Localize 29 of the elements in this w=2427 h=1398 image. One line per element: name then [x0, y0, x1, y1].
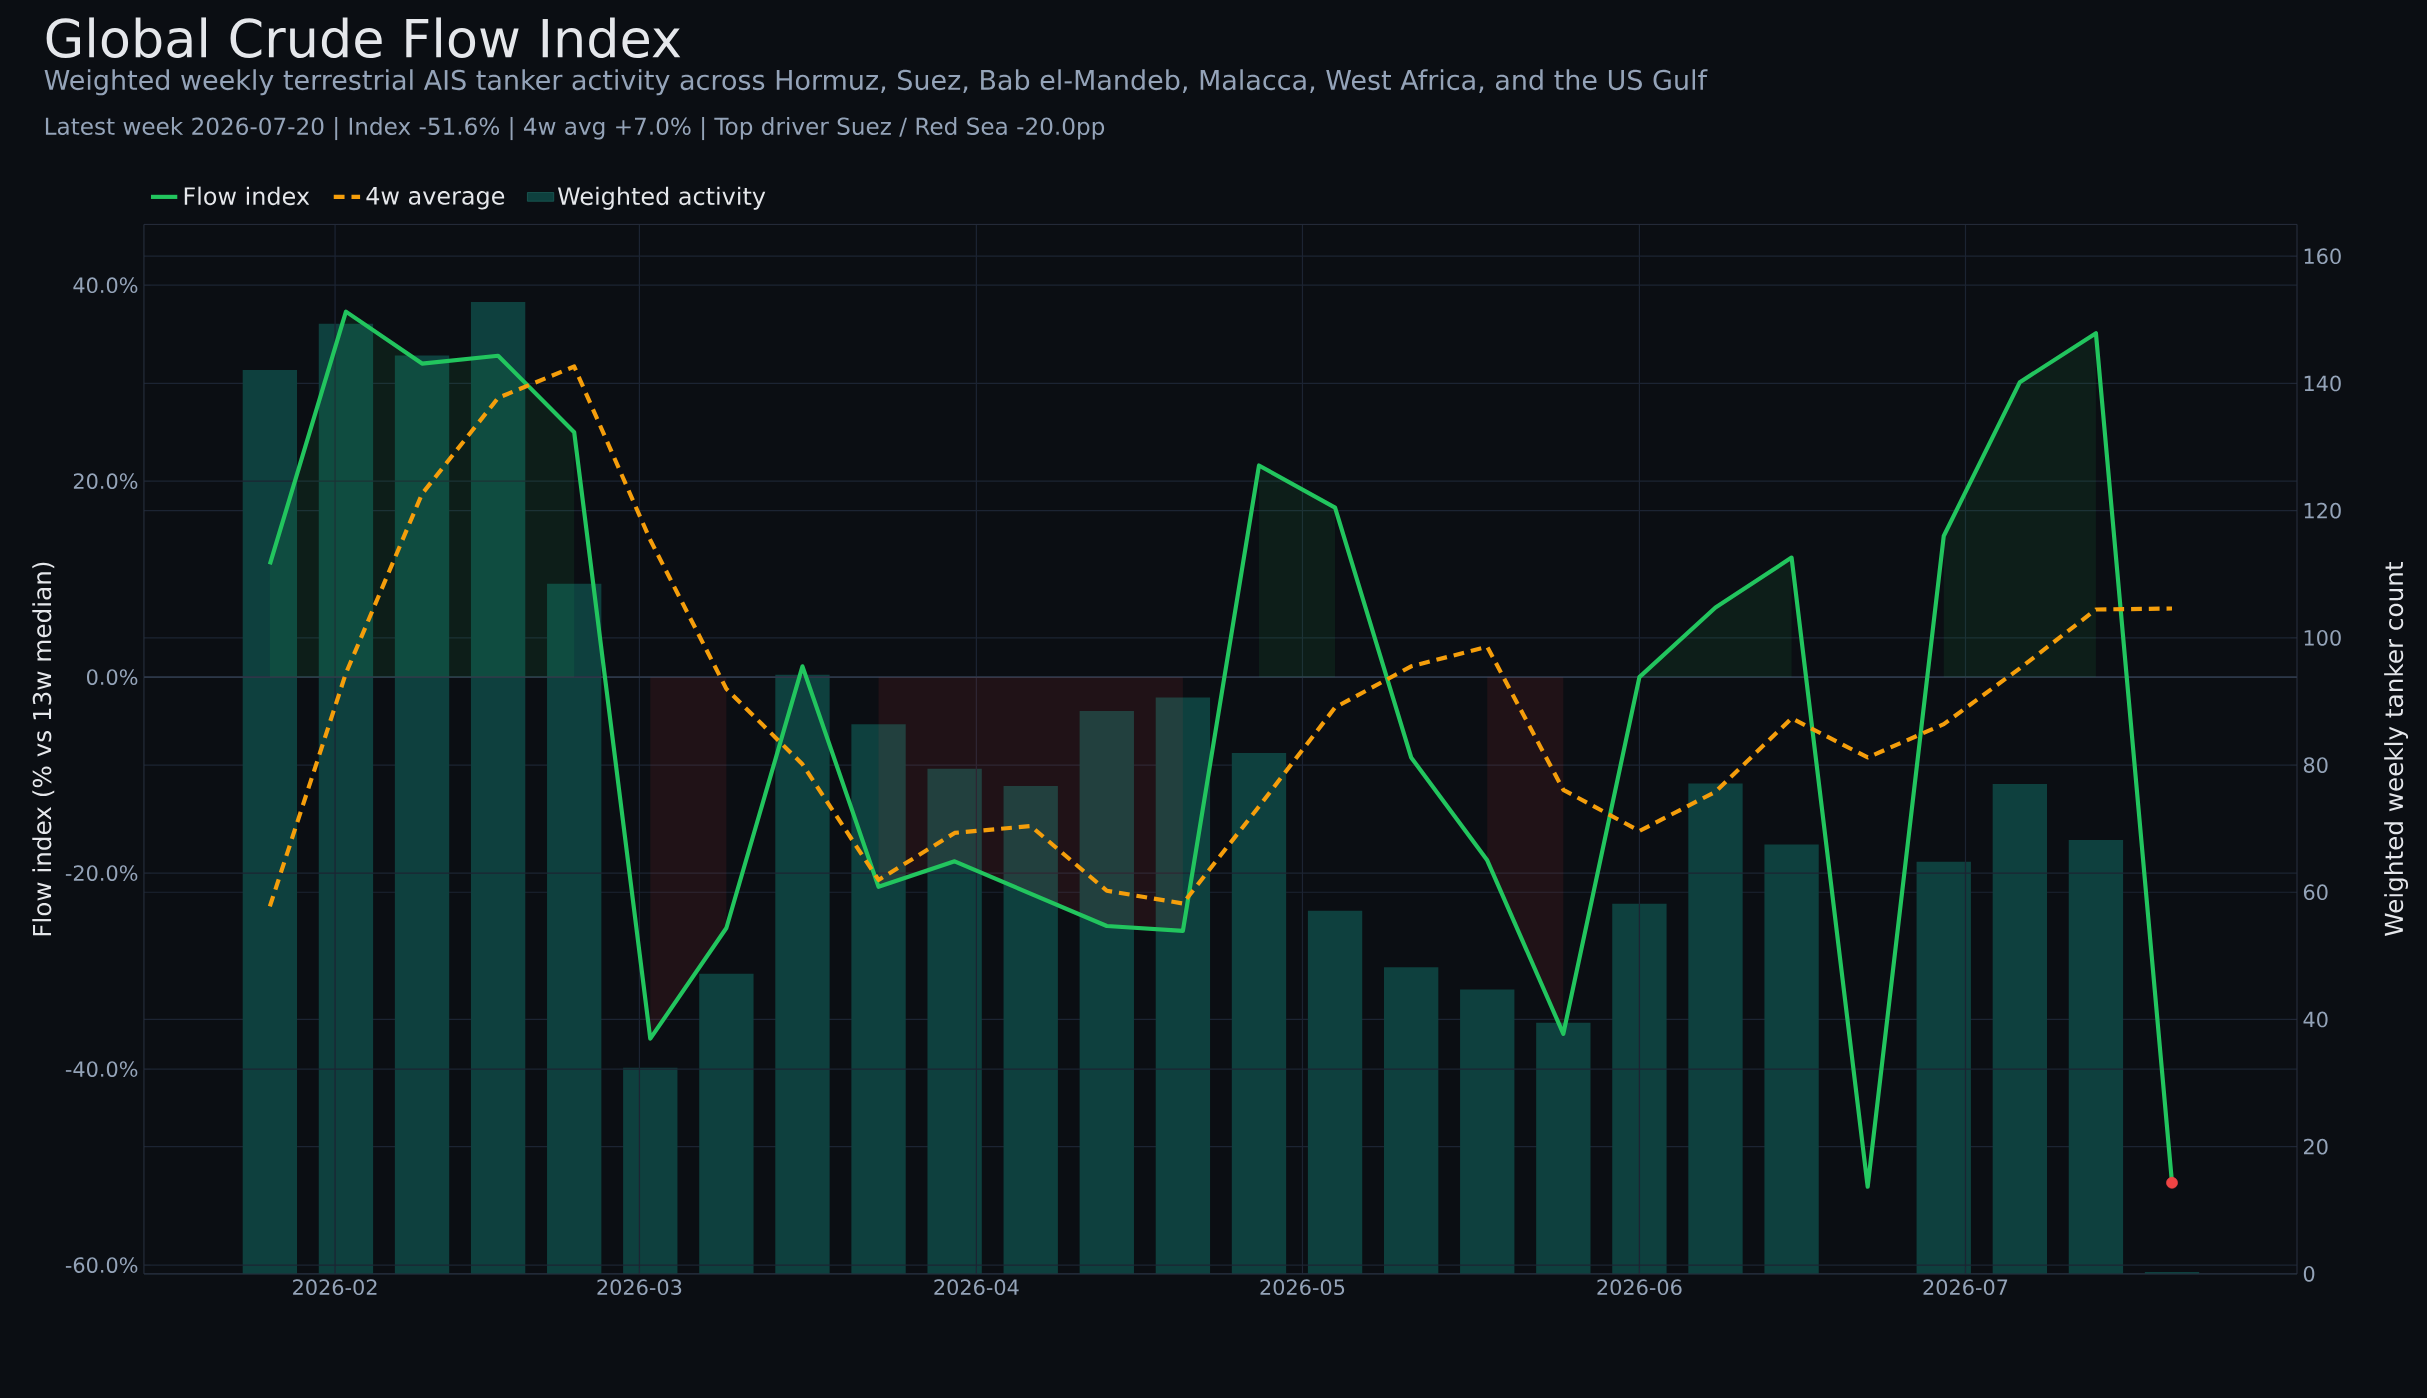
x-tick-label: 2026-04: [934, 1279, 1019, 1296]
y2-tick-label: 20: [2303, 1138, 2328, 1155]
y2-tick-label: 140: [2304, 375, 2341, 392]
y2-axis-title: Weighted weekly tanker count: [2384, 562, 2409, 937]
text: Latest week 2026-07-20 | Index -51.6% | 4w avg +7.0% | Top driver Suez / Red Sea -20.0pp: [45, 117, 1105, 141]
x-tick-label: 2026-05: [1260, 1279, 1345, 1296]
chart-title: Global Crude Flow Index: [46, 17, 681, 59]
y2-tick-label: 40: [2303, 1011, 2328, 1028]
y2-tick-label: 160: [2304, 248, 2341, 265]
y-axis-title: Flow index (% vs 13w median): [32, 562, 55, 936]
y-tick-label: 20.0%: [73, 473, 138, 490]
y-tick-label: 40.0%: [73, 277, 138, 294]
x-tick-label: 2026-06: [1597, 1279, 1682, 1296]
y2-tick-label: 120: [2304, 502, 2341, 519]
legend-label: Flow index: [184, 186, 310, 206]
y2-tick-label: 80: [2303, 757, 2328, 774]
chart-subtitle: Weighted weekly terrestrial AIS tanker activity across Hormuz, Suez, Bab el-Mandeb, Malacca, West Africa, and the US Gulf: [44, 69, 1708, 96]
x-tick-label: 2026-07: [1923, 1279, 2008, 1296]
y-tick-label: -20.0%: [65, 865, 138, 882]
x-tick-label: 2026-03: [597, 1279, 682, 1296]
y2-tick-label: 0: [2303, 1266, 2315, 1282]
x-tick-label: 2026-02: [293, 1279, 377, 1296]
y-tick-label: -60.0%: [65, 1257, 138, 1274]
y2-tick-label: 60: [2303, 884, 2328, 901]
y2-tick-label: 100: [2304, 630, 2341, 646]
legend-label: 4w average: [366, 187, 505, 210]
y-tick-label: -40.0%: [65, 1061, 138, 1078]
legend-label: Weighted activity: [557, 186, 766, 210]
y-tick-label: 0.0%: [86, 669, 138, 686]
